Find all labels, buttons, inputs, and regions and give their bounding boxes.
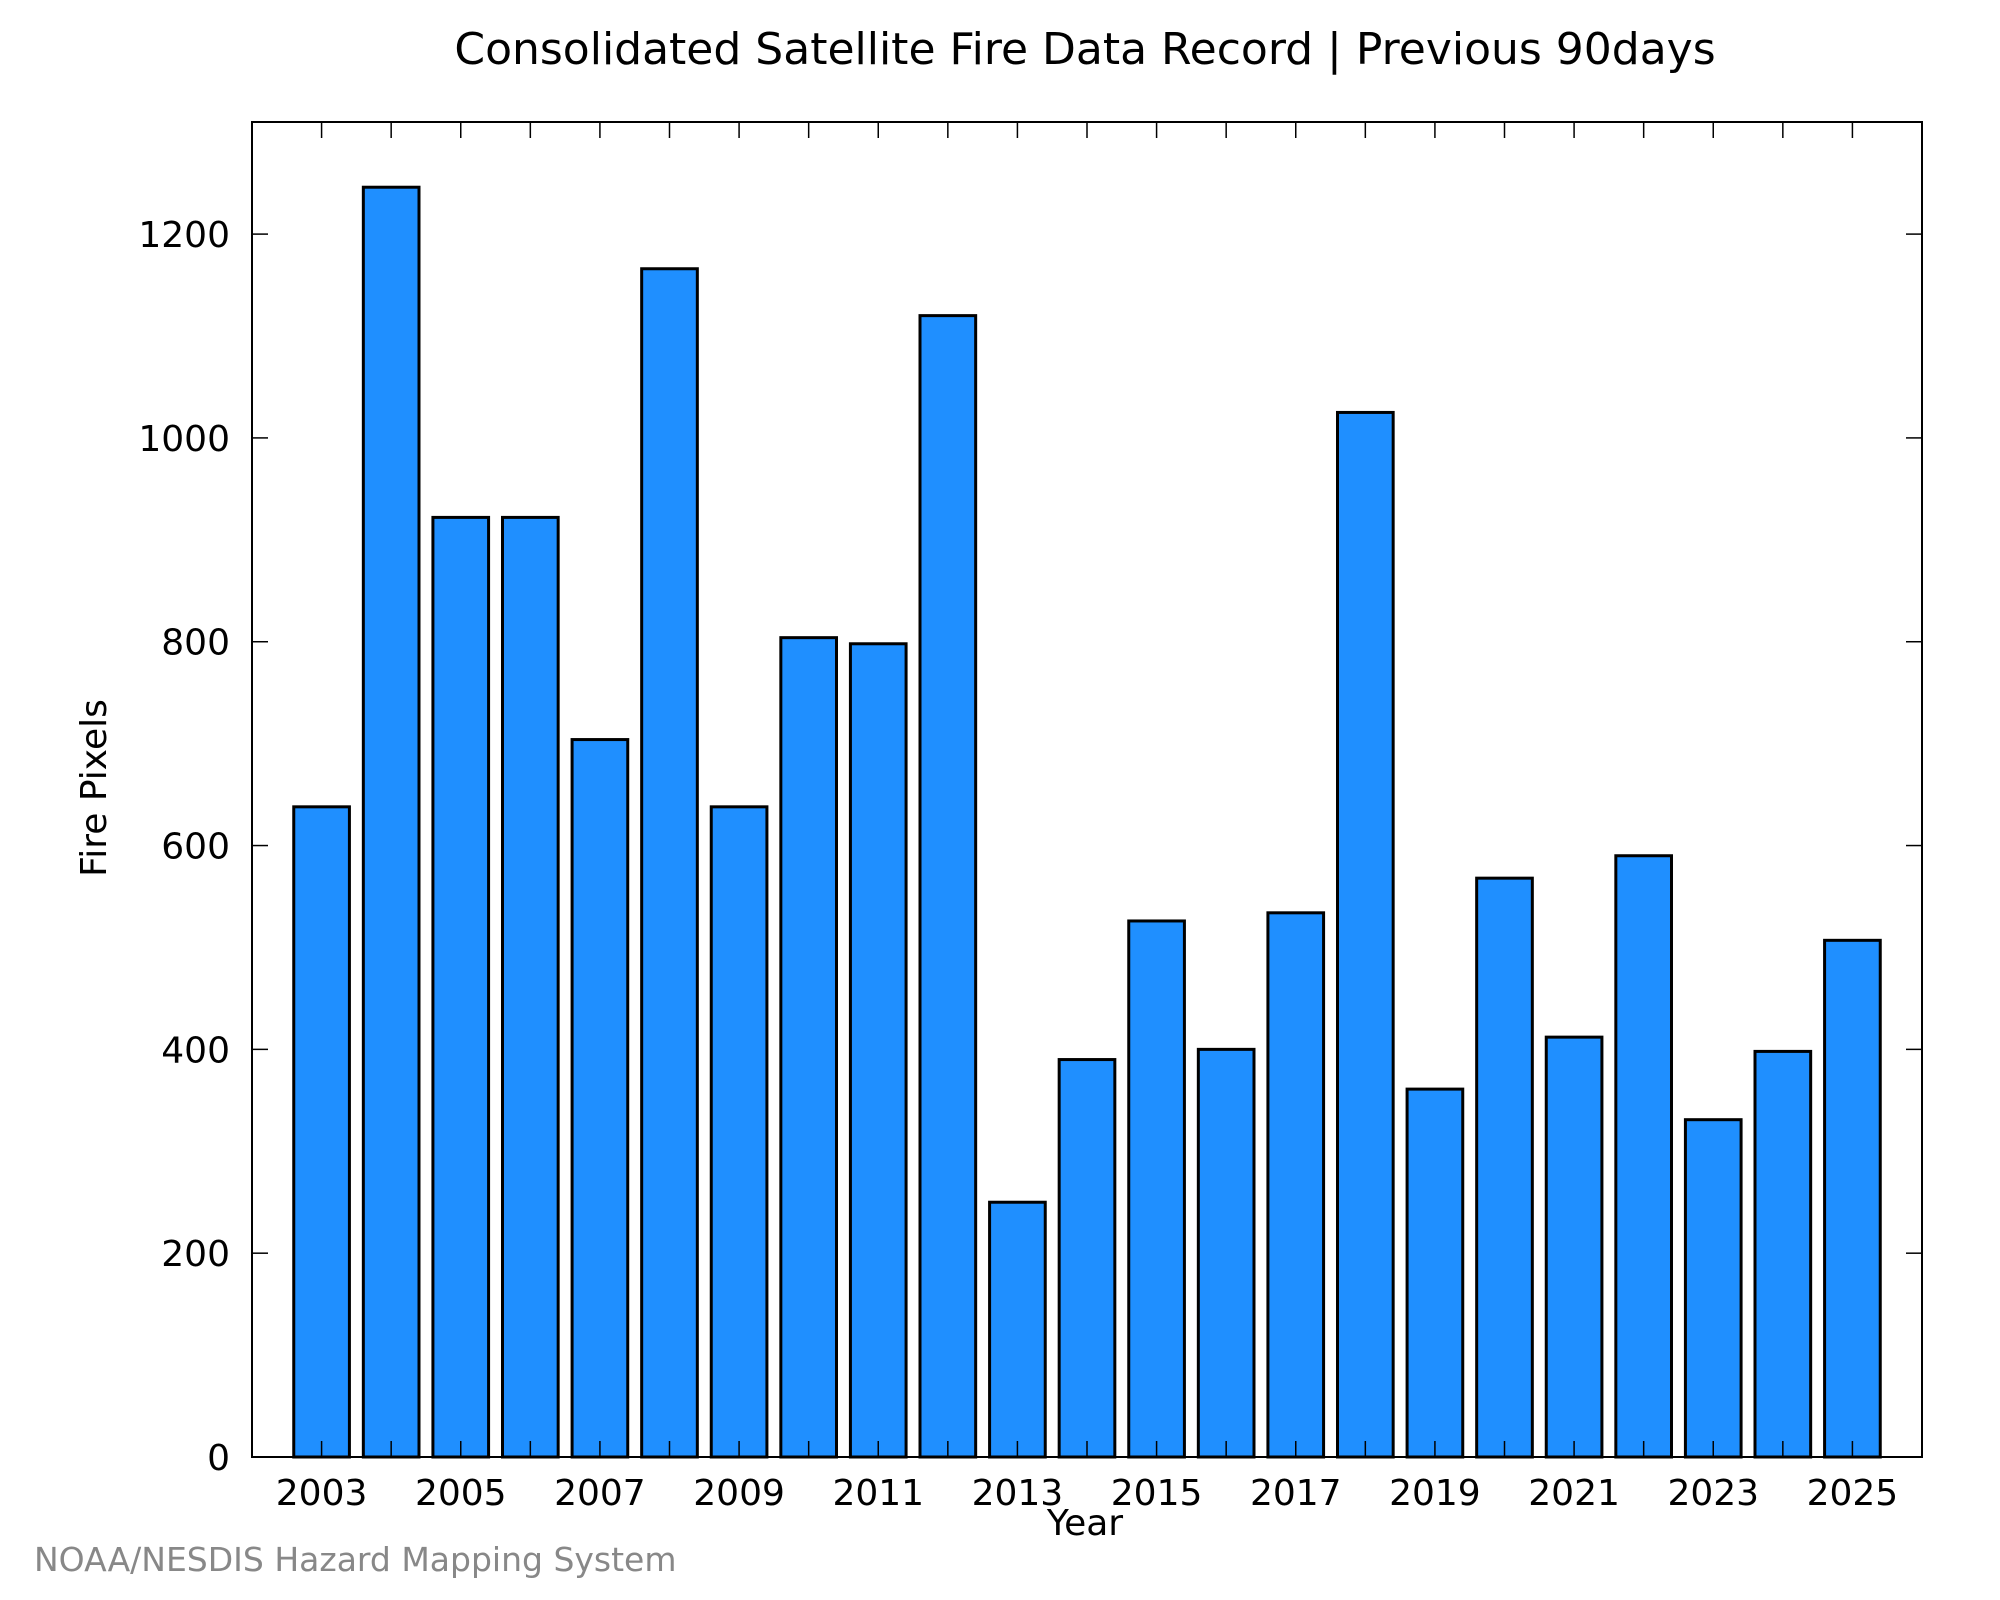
bar-2025 xyxy=(1823,938,1882,1459)
bar-2007 xyxy=(570,738,630,1459)
x-tick-label: 2005 xyxy=(415,1473,507,1514)
source-credit: NOAA/NESDIS Hazard Mapping System xyxy=(34,1540,677,1579)
bar-2005 xyxy=(431,515,491,1459)
bars-group xyxy=(292,185,1882,1459)
y-tick-label: 800 xyxy=(161,623,230,664)
x-tick-label: 2015 xyxy=(1111,1473,1203,1514)
y-tick-label: 600 xyxy=(161,827,230,868)
bar-2012 xyxy=(918,314,978,1459)
bar-2018 xyxy=(1336,410,1395,1459)
bar-2016 xyxy=(1196,1047,1256,1459)
bar-2020 xyxy=(1475,876,1534,1459)
bar-2009 xyxy=(709,805,769,1459)
x-tick-label: 2011 xyxy=(832,1473,924,1514)
x-tick-label: 2019 xyxy=(1389,1473,1481,1514)
bar-2022 xyxy=(1614,854,1674,1459)
bar-2019 xyxy=(1405,1087,1465,1459)
bar-2004 xyxy=(361,185,421,1459)
axis-ticks xyxy=(252,122,1922,1458)
bar-2015 xyxy=(1127,919,1186,1459)
y-tick-label: 400 xyxy=(161,1030,230,1071)
bar-2008 xyxy=(640,267,699,1459)
chart-title: Consolidated Satellite Fire Data Record … xyxy=(454,24,1715,75)
bar-2003 xyxy=(292,805,351,1459)
x-axis-label: Year xyxy=(1046,1503,1123,1544)
x-tick-label: 2021 xyxy=(1528,1473,1620,1514)
x-tick-labels: 2003 2005 2007 2009 2011 2013 2015 2017 2019 2021… xyxy=(276,1473,1898,1514)
y-tick-label: 1000 xyxy=(138,419,230,460)
bar-2021 xyxy=(1544,1035,1604,1459)
bar-2010 xyxy=(779,636,838,1459)
x-tick-label: 2013 xyxy=(972,1473,1064,1514)
y-tick-label: 200 xyxy=(161,1234,230,1275)
bar-2014 xyxy=(1057,1058,1117,1459)
y-axis-label: Fire Pixels xyxy=(74,699,115,877)
bar-2011 xyxy=(848,642,908,1459)
bar-2023 xyxy=(1683,1118,1743,1459)
y-tick-label: 0 xyxy=(207,1438,230,1479)
x-tick-label: 2025 xyxy=(1807,1473,1899,1514)
x-tick-label: 2007 xyxy=(554,1473,646,1514)
x-tick-label: 2009 xyxy=(693,1473,785,1514)
bar-2017 xyxy=(1266,911,1326,1459)
x-tick-label: 2003 xyxy=(276,1473,368,1514)
x-tick-label: 2017 xyxy=(1250,1473,1342,1514)
bar-2024 xyxy=(1753,1049,1813,1459)
x-tick-label: 2023 xyxy=(1667,1473,1759,1514)
bar-2006 xyxy=(501,515,560,1459)
bar-2013 xyxy=(988,1200,1047,1459)
y-tick-labels: 0 200 400 600 800 1000 1200 xyxy=(138,215,230,1479)
y-tick-label: 1200 xyxy=(138,215,230,256)
